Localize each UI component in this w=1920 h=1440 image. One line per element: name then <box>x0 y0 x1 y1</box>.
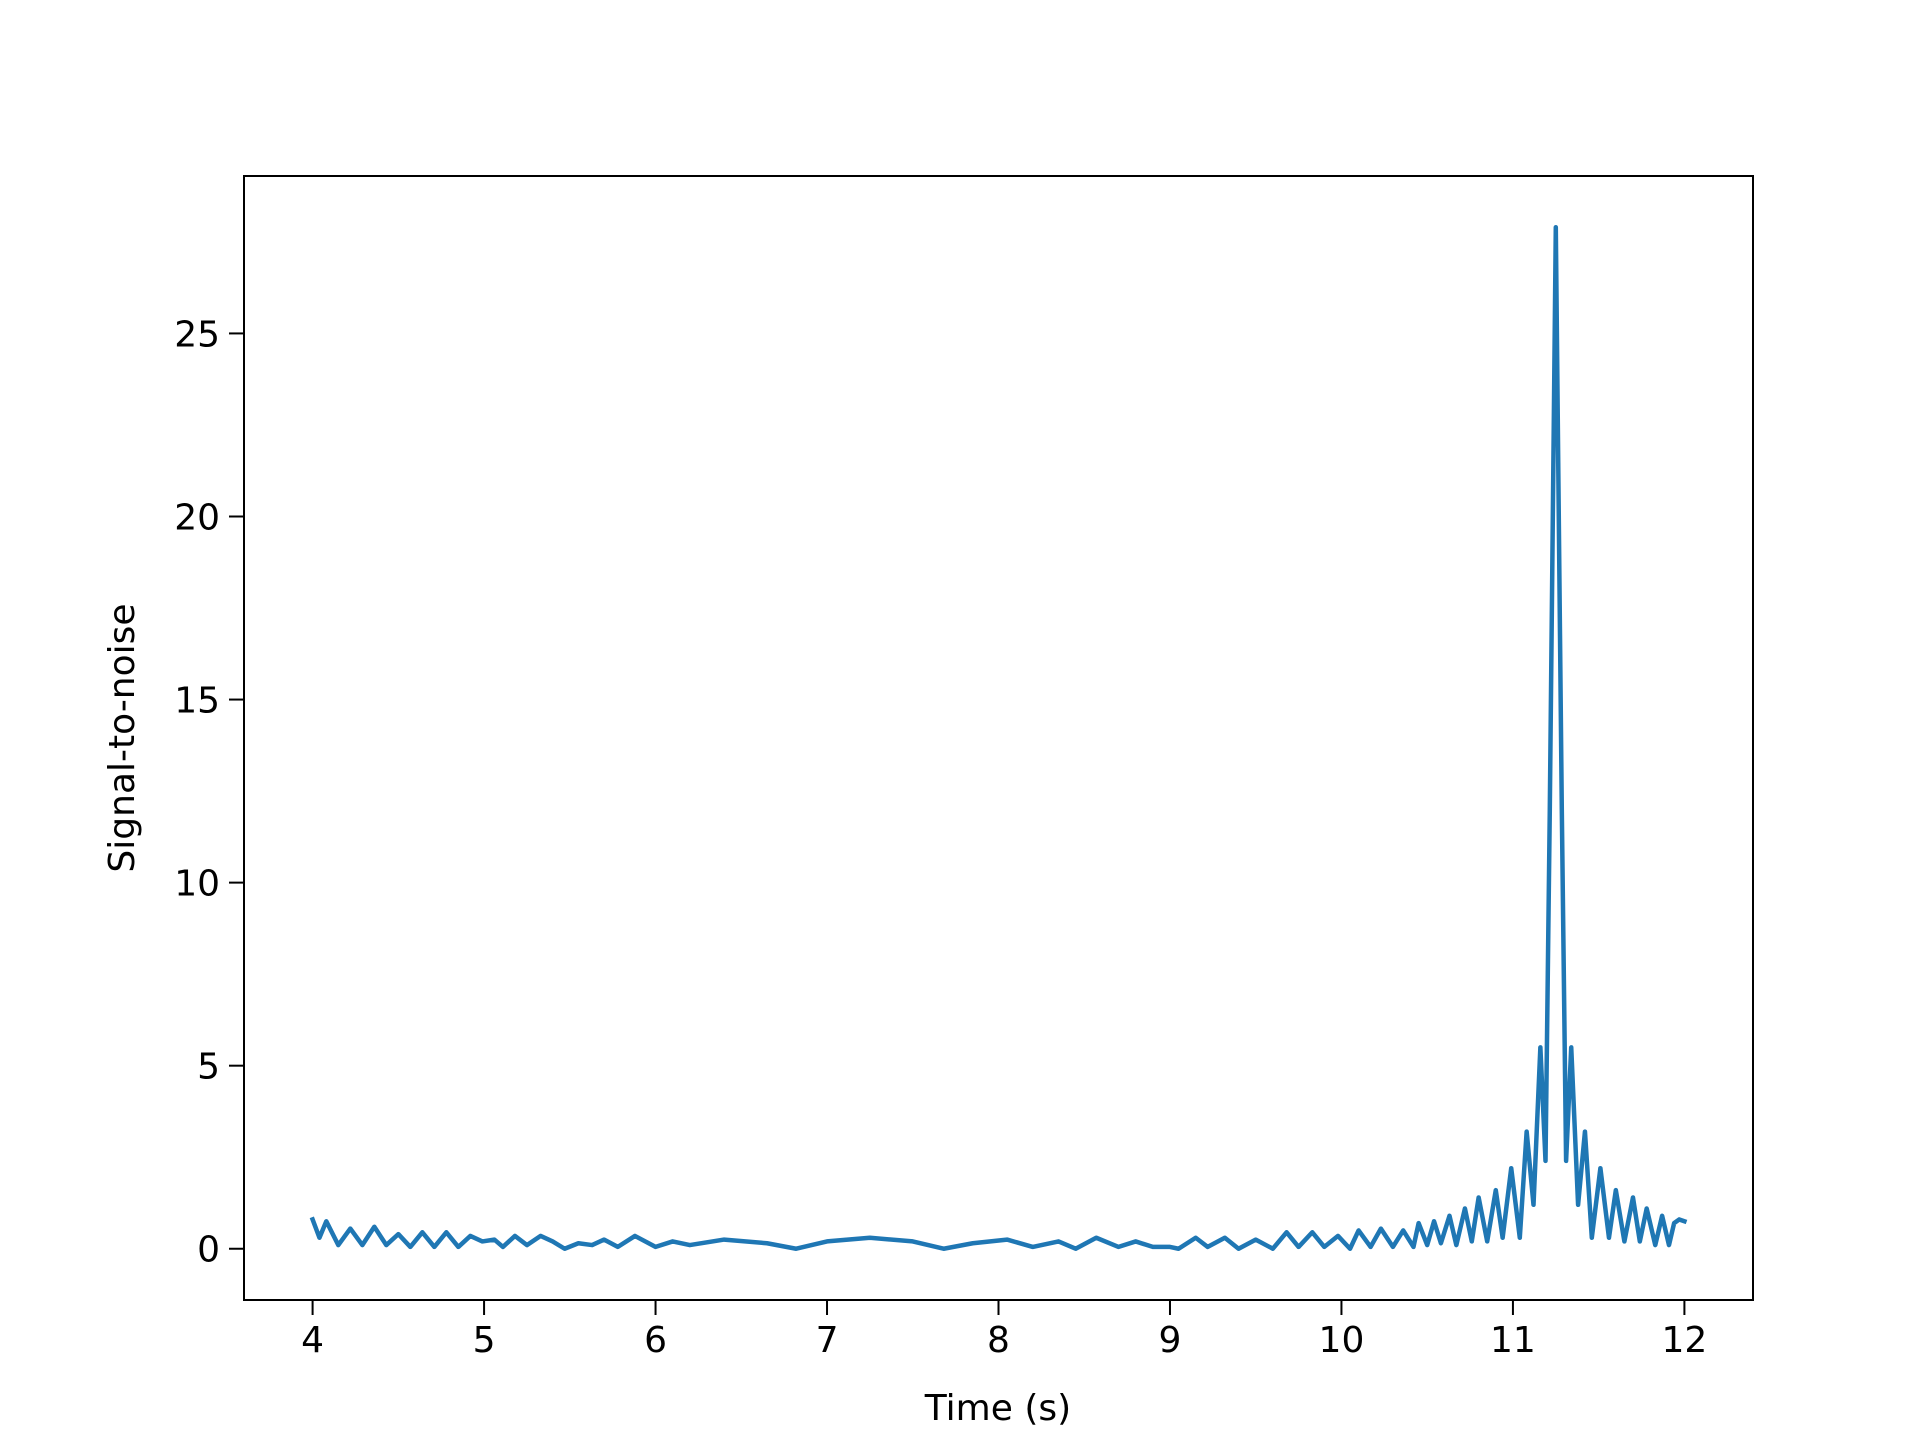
x-tick-label: 11 <box>1490 1320 1536 1361</box>
y-tick-label: 10 <box>174 864 220 905</box>
x-tick-label: 12 <box>1662 1320 1708 1361</box>
x-tick-label: 8 <box>987 1320 1010 1361</box>
x-axis-label: Time (s) <box>924 1388 1071 1429</box>
y-axis-label: Signal-to-noise <box>102 603 143 872</box>
y-tick-label: 0 <box>197 1230 220 1271</box>
plot-frame <box>243 175 1754 1301</box>
x-tick-label: 5 <box>473 1320 496 1361</box>
x-tick-label: 10 <box>1319 1320 1365 1361</box>
x-tick-label: 9 <box>1159 1320 1182 1361</box>
data-line <box>309 225 1688 1251</box>
x-tick-label: 7 <box>816 1320 839 1361</box>
y-tick-label: 5 <box>197 1047 220 1088</box>
x-tick-label: 4 <box>301 1320 324 1361</box>
x-tick-label: 6 <box>644 1320 667 1361</box>
y-tick-label: 25 <box>174 314 220 355</box>
y-tick-label: 20 <box>174 497 220 538</box>
y-tick-label: 15 <box>174 681 220 722</box>
